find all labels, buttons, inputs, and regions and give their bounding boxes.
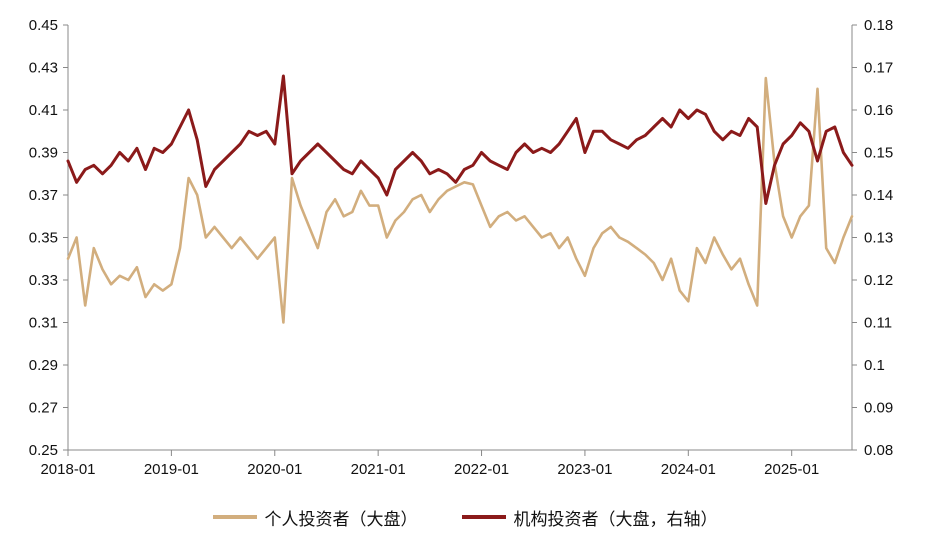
y-right-tick-label: 0.11	[864, 315, 892, 332]
chart-tick-labels: 0.25 0.27 0.29 0.31 0.33 0.35 0.37 0.39 0.41 0.43…	[29, 17, 893, 478]
y-left-tick-label: 0.43	[29, 60, 58, 77]
y-left-tick-label: 0.31	[29, 315, 58, 332]
y-left-tick-label: 0.29	[29, 357, 58, 374]
y-left-tick-label: 0.35	[29, 230, 58, 247]
y-left-tick-label: 0.41	[29, 102, 58, 119]
y-left-tick-label: 0.39	[29, 145, 58, 162]
y-right-tick-label: 0.1	[864, 357, 885, 374]
x-tick-label: 2019-01	[144, 461, 199, 478]
y-left-tick-label: 0.27	[29, 400, 58, 417]
chart-axes	[63, 24, 857, 456]
chart-legend: 个人投资者（大盘） 机构投资者（大盘，右轴）	[0, 503, 930, 531]
legend-item-institutional: 机构投资者（大盘，右轴）	[461, 505, 718, 530]
legend-swatch-individual	[212, 515, 257, 519]
x-tick-label: 2022-01	[454, 461, 509, 478]
y-right-tick-label: 0.17	[864, 60, 893, 77]
y-right-tick-label: 0.16	[864, 102, 893, 119]
y-right-tick-label: 0.18	[864, 17, 893, 34]
series-line-institutional	[66, 74, 854, 205]
x-tick-label: 2025-01	[764, 461, 819, 478]
y-left-tick-label: 0.37	[29, 187, 58, 204]
x-tick-label: 2021-01	[351, 461, 406, 478]
legend-item-individual: 个人投资者（大盘）	[212, 505, 418, 530]
series-line-individual	[66, 76, 854, 324]
y-right-tick-label: 0.14	[864, 187, 893, 204]
x-tick-label: 2024-01	[661, 461, 716, 478]
legend-swatch-institutional	[461, 515, 506, 519]
y-right-tick-label: 0.13	[864, 230, 893, 247]
chart-series	[66, 74, 854, 324]
x-tick-label: 2018-01	[40, 461, 95, 478]
y-right-tick-label: 0.12	[864, 272, 893, 289]
legend-label-institutional: 机构投资者（大盘，右轴）	[513, 509, 718, 530]
x-tick-label: 2023-01	[557, 461, 612, 478]
x-tick-label: 2020-01	[247, 461, 302, 478]
y-right-tick-label: 0.15	[864, 145, 893, 162]
y-left-tick-label: 0.33	[29, 272, 58, 289]
y-right-tick-label: 0.09	[864, 400, 893, 417]
y-left-tick-label: 0.25	[29, 442, 58, 459]
legend-label-individual: 个人投资者（大盘）	[264, 509, 418, 530]
y-right-tick-label: 0.08	[864, 442, 893, 459]
y-left-tick-label: 0.45	[29, 17, 58, 34]
